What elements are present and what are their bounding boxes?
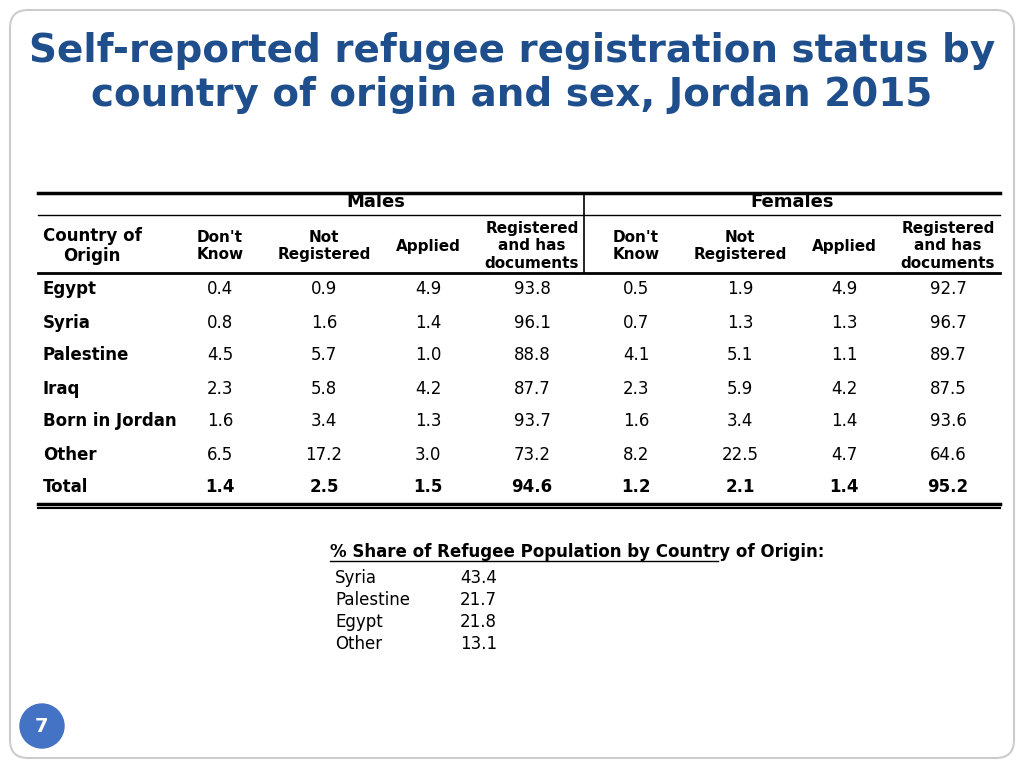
Text: 88.8: 88.8 [514,346,550,365]
Text: 87.7: 87.7 [514,379,550,398]
Text: 93.8: 93.8 [514,280,551,299]
Text: 93.7: 93.7 [514,412,551,431]
Text: 64.6: 64.6 [930,445,967,464]
Text: Other: Other [335,635,382,653]
Text: Registered
and has
documents: Registered and has documents [484,221,580,271]
Text: 5.8: 5.8 [311,379,337,398]
Text: Other: Other [43,445,96,464]
Text: 73.2: 73.2 [513,445,551,464]
Text: 94.6: 94.6 [511,478,553,496]
Text: 1.4: 1.4 [415,313,441,332]
Text: Don't
Know: Don't Know [612,230,659,262]
FancyBboxPatch shape [10,10,1014,758]
Text: 1.3: 1.3 [727,313,754,332]
Circle shape [20,704,63,748]
Text: 96.7: 96.7 [930,313,967,332]
Text: 1.3: 1.3 [830,313,857,332]
Text: Palestine: Palestine [335,591,410,609]
Text: Egypt: Egypt [335,613,383,631]
Text: 4.2: 4.2 [830,379,857,398]
Text: 95.2: 95.2 [928,478,969,496]
Text: Country of
Origin: Country of Origin [43,227,141,266]
Text: % Share of Refugee Population by Country of Origin:: % Share of Refugee Population by Country… [330,543,824,561]
Text: 0.7: 0.7 [623,313,649,332]
Text: Registered
and has
documents: Registered and has documents [901,221,995,271]
Text: Egypt: Egypt [43,280,97,299]
Text: 2.1: 2.1 [725,478,755,496]
Text: Palestine: Palestine [43,346,129,365]
Text: Not
Registered: Not Registered [693,230,786,262]
Text: 13.1: 13.1 [460,635,497,653]
Text: 5.7: 5.7 [311,346,337,365]
Text: 87.5: 87.5 [930,379,967,398]
Text: 21.8: 21.8 [460,613,497,631]
Text: 43.4: 43.4 [460,569,497,587]
Text: 6.5: 6.5 [207,445,233,464]
Text: 4.1: 4.1 [623,346,649,365]
Text: Not
Registered: Not Registered [278,230,371,262]
Text: 1.2: 1.2 [622,478,650,496]
Text: 5.9: 5.9 [727,379,753,398]
Text: 4.5: 4.5 [207,346,233,365]
Text: 4.9: 4.9 [830,280,857,299]
Text: Born in Jordan: Born in Jordan [43,412,176,431]
Text: 1.3: 1.3 [415,412,441,431]
Text: 8.2: 8.2 [623,445,649,464]
Text: 2.3: 2.3 [623,379,649,398]
Text: 1.6: 1.6 [311,313,337,332]
Text: 0.5: 0.5 [623,280,649,299]
Text: 1.1: 1.1 [830,346,857,365]
Text: 1.5: 1.5 [414,478,442,496]
Text: 93.6: 93.6 [930,412,967,431]
Text: 21.7: 21.7 [460,591,497,609]
Text: 4.9: 4.9 [415,280,441,299]
Text: 1.9: 1.9 [727,280,754,299]
Text: 2.3: 2.3 [207,379,233,398]
Text: Syria: Syria [335,569,377,587]
Text: Applied: Applied [395,239,461,253]
Text: Males: Males [346,193,406,211]
Text: 0.9: 0.9 [311,280,337,299]
Text: 1.4: 1.4 [829,478,859,496]
Text: 1.6: 1.6 [623,412,649,431]
Text: 3.4: 3.4 [727,412,754,431]
Text: Don't
Know: Don't Know [197,230,244,262]
Text: 3.4: 3.4 [311,412,337,431]
Text: 4.7: 4.7 [830,445,857,464]
Text: 92.7: 92.7 [930,280,967,299]
Text: 1.6: 1.6 [207,412,233,431]
Text: Females: Females [751,193,834,211]
Text: 4.2: 4.2 [415,379,441,398]
Text: 7: 7 [35,717,49,736]
Text: 96.1: 96.1 [514,313,551,332]
Text: 17.2: 17.2 [305,445,342,464]
Text: 0.8: 0.8 [207,313,233,332]
Text: 0.4: 0.4 [207,280,233,299]
Text: Syria: Syria [43,313,91,332]
Text: 3.0: 3.0 [415,445,441,464]
Text: 5.1: 5.1 [727,346,754,365]
Text: 1.4: 1.4 [205,478,234,496]
Text: 22.5: 22.5 [722,445,759,464]
Text: 2.5: 2.5 [309,478,339,496]
Text: Iraq: Iraq [43,379,80,398]
Text: Applied: Applied [812,239,877,253]
Text: Total: Total [43,478,88,496]
Text: 1.0: 1.0 [415,346,441,365]
Text: Self-reported refugee registration status by
country of origin and sex, Jordan 2: Self-reported refugee registration statu… [29,32,995,114]
Text: 89.7: 89.7 [930,346,967,365]
Text: 1.4: 1.4 [830,412,857,431]
